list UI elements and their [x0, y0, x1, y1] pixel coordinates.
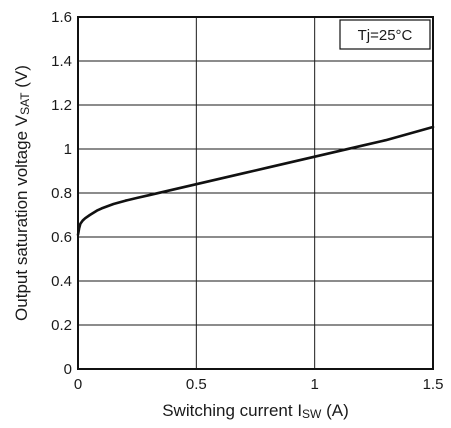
y-tick-label: 0 [64, 361, 72, 378]
x-tick-label: 0.5 [186, 376, 207, 393]
series-layer [76, 125, 435, 237]
plot-frame [77, 16, 434, 370]
y-tick-label: 0.6 [51, 229, 72, 246]
y-tick-label: 0.8 [51, 185, 72, 202]
y-axis-title: Output saturation voltage VSAT (V) [12, 65, 32, 321]
y-tick-label: 1.6 [51, 9, 72, 26]
grid-layer [78, 17, 433, 369]
x-tick-label: 1 [310, 376, 318, 393]
temperature-annotation: Tj=25°C [339, 19, 431, 50]
x-axis-title-unit: (A) [321, 401, 348, 420]
y-tick-label: 0.2 [51, 317, 72, 334]
x-axis-title-subscript: SW [302, 407, 322, 421]
annotation-label: Tj=25°C [358, 27, 413, 44]
y-axis-title-main: Output saturation voltage V [12, 114, 31, 321]
annotation-box [339, 19, 431, 50]
y-tick-label: 1.4 [51, 53, 72, 70]
y-tick-label: 1 [64, 141, 72, 158]
series-line [76, 125, 435, 237]
x-axis-title-main: Switching current I [162, 401, 302, 420]
y-tick-label: 0.4 [51, 273, 72, 290]
x-tick-label: 1.5 [423, 376, 444, 393]
tick-layer: 0 0.5 1 1.5 0 0.2 0.4 0.6 0.8 1 1.2 1.4 1.6 [51, 9, 443, 393]
y-axis-title-unit: (V) [12, 65, 31, 92]
x-axis-title: Switching current ISW (A) [162, 401, 349, 421]
y-axis-title-subscript: SAT [18, 92, 32, 115]
x-tick-label: 0 [74, 376, 82, 393]
y-tick-label: 1.2 [51, 97, 72, 114]
